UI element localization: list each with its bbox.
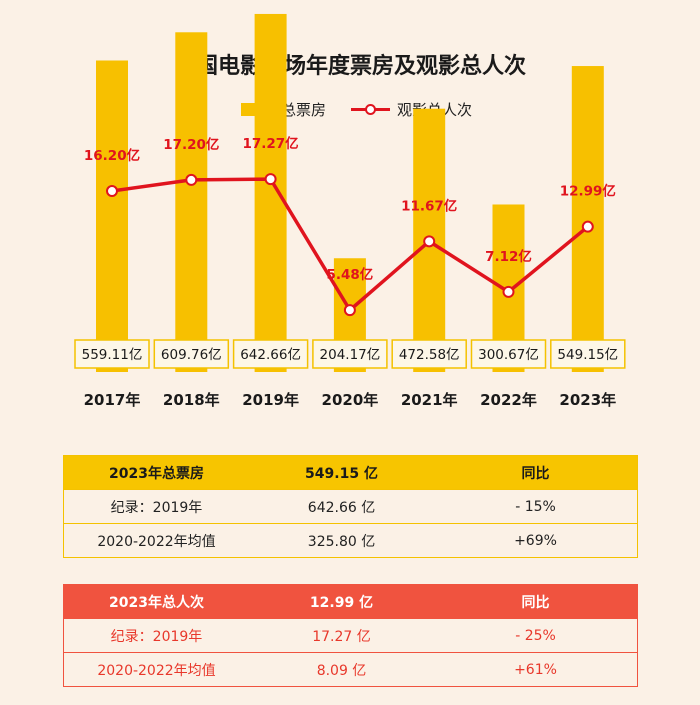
- bar-label-box: [470, 339, 547, 369]
- bar-value-label: 549.15亿: [557, 347, 618, 363]
- bar-value-label: 300.67亿: [478, 347, 539, 363]
- table-cell: - 15%: [515, 498, 556, 515]
- line-point: [581, 220, 594, 233]
- table-cell: +69%: [514, 532, 557, 549]
- header-cell: 2023年总人次: [109, 594, 204, 611]
- chart: 中国电影市场年度票房及观影总人次 总票房 观影总人次 559.11亿609.76…: [74, 13, 626, 409]
- table-cell: 325.80 亿: [307, 533, 376, 550]
- admissions-table: 2023年总人次 12.99 亿 同比 纪录：2019年 17.27 亿 - 2…: [63, 584, 638, 687]
- bar-label-box: [153, 339, 230, 369]
- header-cell: 同比: [521, 465, 550, 482]
- x-tick-label: 2021年: [401, 391, 458, 409]
- table-row: 2020-2022年均值 8.09 亿 +61%: [64, 652, 637, 686]
- table-cell: 17.27 亿: [312, 628, 371, 645]
- table-cell: +61%: [514, 661, 557, 678]
- header-cell: 2023年总票房: [109, 465, 204, 482]
- line-value-label: 17.20亿: [163, 136, 219, 153]
- x-tick-label: 2023年: [559, 391, 616, 409]
- line-point: [106, 185, 118, 198]
- bar: [254, 13, 287, 373]
- table-cell: 8.09 亿: [316, 662, 367, 679]
- legend-line-marker: [365, 104, 376, 115]
- bar-value-label: 559.11亿: [82, 347, 143, 363]
- line-value-label: 16.20亿: [84, 147, 140, 164]
- x-tick-label: 2020年: [322, 391, 379, 409]
- line-value-label: 11.67亿: [401, 197, 457, 214]
- line-value-label: 5.48亿: [326, 266, 373, 283]
- bar-value-label: 642.66亿: [240, 347, 301, 363]
- x-tick-label: 2019年: [242, 391, 299, 409]
- table-row: 2020-2022年均值 325.80 亿 +69%: [64, 523, 637, 557]
- line-point: [264, 173, 277, 186]
- line-value-label: 12.99亿: [560, 183, 616, 200]
- x-axis-labels: 2017年 2018年 2019年 2020年 2021年 2022年 2023年: [84, 391, 617, 409]
- bar-series: [96, 13, 604, 373]
- bar: [571, 66, 604, 373]
- x-tick-label: 2017年: [84, 391, 141, 409]
- bar-value-label: 609.76亿: [161, 347, 222, 363]
- bar-label-box: [312, 339, 388, 369]
- header-cell: 12.99 亿: [309, 594, 374, 611]
- table-cell: 纪录：2019年: [110, 499, 203, 516]
- line-point: [185, 173, 198, 186]
- bar-label-box: [74, 339, 150, 369]
- bar-label-box: [232, 339, 309, 369]
- bar-value-labels: 559.11亿 609.76亿 642.66亿 204.17亿 472.58亿 300.6…: [74, 339, 626, 369]
- admissions-table-header: 2023年总人次 12.99 亿 同比: [64, 585, 637, 618]
- header-cell: 549.15 亿: [305, 465, 378, 482]
- line-point: [343, 304, 356, 317]
- table-cell: - 25%: [515, 627, 556, 644]
- line-point: [502, 285, 515, 298]
- bar: [96, 60, 128, 373]
- bar-value-label: 472.58亿: [399, 347, 460, 363]
- line-value-label: 17.27亿: [242, 135, 298, 152]
- box-office-table: 2023年总票房 549.15 亿 同比 纪录：2019年 642.66 亿 -…: [63, 455, 638, 558]
- table-row: 纪录：2019年 642.66 亿 - 15%: [64, 489, 637, 523]
- chart-title: 中国电影市场年度票房及观影总人次: [174, 53, 526, 79]
- table-cell: 2020-2022年均值: [97, 533, 216, 550]
- line-value-label: 7.12亿: [485, 248, 532, 265]
- bar: [175, 32, 208, 372]
- legend-bar-label: 总票房: [281, 101, 326, 119]
- bar-label-box: [550, 339, 626, 369]
- header-cell: 同比: [521, 594, 550, 611]
- table-cell: 2020-2022年均值: [97, 662, 216, 679]
- line-point: [423, 235, 436, 248]
- x-tick-label: 2022年: [480, 391, 537, 409]
- table-cell: 纪录：2019年: [110, 628, 203, 645]
- x-tick-label: 2018年: [163, 391, 220, 409]
- table-row: 纪录：2019年 17.27 亿 - 25%: [64, 618, 637, 652]
- line-series: 16.20亿 17.20亿 17.27亿 5.48亿 11.67亿 7.12亿 12.99亿: [84, 135, 616, 317]
- bar-value-label: 204.17亿: [320, 347, 381, 363]
- table-cell: 642.66 亿: [307, 499, 376, 516]
- bar-label-box: [391, 339, 467, 369]
- box-office-table-header: 2023年总票房 549.15 亿 同比: [64, 456, 637, 489]
